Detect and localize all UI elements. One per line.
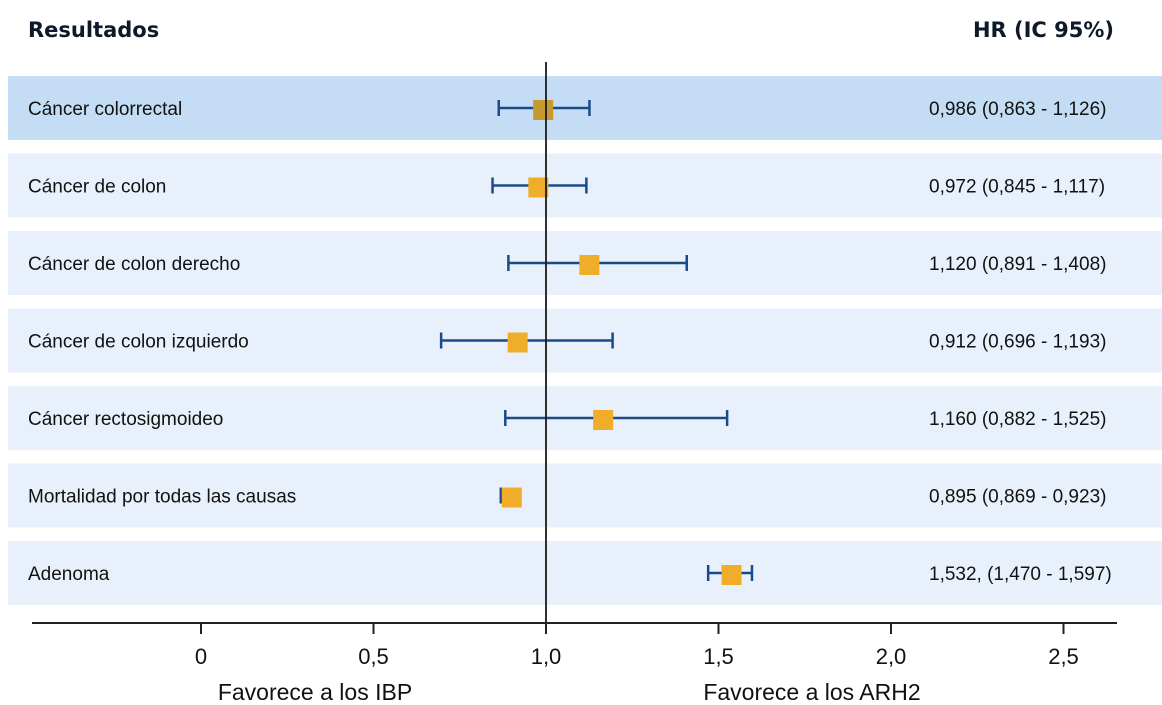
row-label: Mortalidad por todas las causas [28,487,296,508]
forest-row: Cáncer de colon 0,972 (0,845 - 1,117) [8,153,1162,218]
forest-row: Cáncer de colon izquierdo 0,912 (0,696 - … [8,308,1162,373]
hr-ci-value: 0,895 (0,869 - 0,923) [929,487,1106,508]
row-label: Cáncer de colon [28,177,166,198]
forest-row: Mortalidad por todas las causas 0,895 (0,… [8,463,1162,528]
row-label: Cáncer de colon derecho [28,254,240,275]
x-tick-label: 1,0 [531,644,562,669]
rows-layer: Cáncer colorrectal 0,986 (0,863 - 1,126)C… [8,62,1162,623]
row-background [8,463,1162,528]
hr-ci-value: 1,160 (0,882 - 1,525) [929,409,1106,430]
x-axis: 0 0,5 1,0 1,5 2,0 2,5 [32,622,1117,669]
hr-point-marker [579,255,600,275]
forest-row: Cáncer colorrectal 0,986 (0,863 - 1,126) [8,76,1162,140]
x-tick-label: 1,5 [703,644,734,669]
x-tick-label: 0 [195,644,207,669]
hr-ci-value: 1,532, (1,470 - 1,597) [929,564,1112,585]
hr-ci-value: 0,986 (0,863 - 1,126) [929,99,1106,120]
hr-ci-value: 1,120 (0,891 - 1,408) [929,254,1106,275]
hr-ci-value: 0,912 (0,696 - 1,193) [929,332,1106,353]
hr-point-marker [593,410,614,430]
forest-row: Cáncer de colon derecho 1,120 (0,891 - 1,… [8,231,1162,295]
row-label: Cáncer colorrectal [28,99,182,120]
hr-point-marker [528,177,549,198]
hr-ci-header: HR (IC 95%) [973,18,1114,42]
hr-point-marker [507,332,528,353]
row-label: Cáncer de colon izquierdo [28,332,249,353]
x-tick-label: 2,0 [876,644,907,669]
row-background [8,541,1162,605]
row-label: Adenoma [28,564,110,585]
hr-point-marker [501,487,522,508]
x-tick-label: 2,5 [1048,644,1079,669]
hr-point-marker [721,565,742,585]
hr-ci-value: 0,972 (0,845 - 1,117) [929,177,1105,198]
right-side-label: Favorece a los ARH2 [703,679,920,705]
hr-point-marker [533,100,554,120]
results-header: Resultados [28,18,159,42]
left-side-label: Favorece a los IBP [218,679,412,705]
row-label: Cáncer rectosigmoideo [28,409,223,430]
forest-row: Adenoma 1,532, (1,470 - 1,597) [8,541,1162,605]
forest-row: Cáncer rectosigmoideo 1,160 (0,882 - 1,52… [8,386,1162,450]
x-tick-label: 0,5 [358,644,389,669]
